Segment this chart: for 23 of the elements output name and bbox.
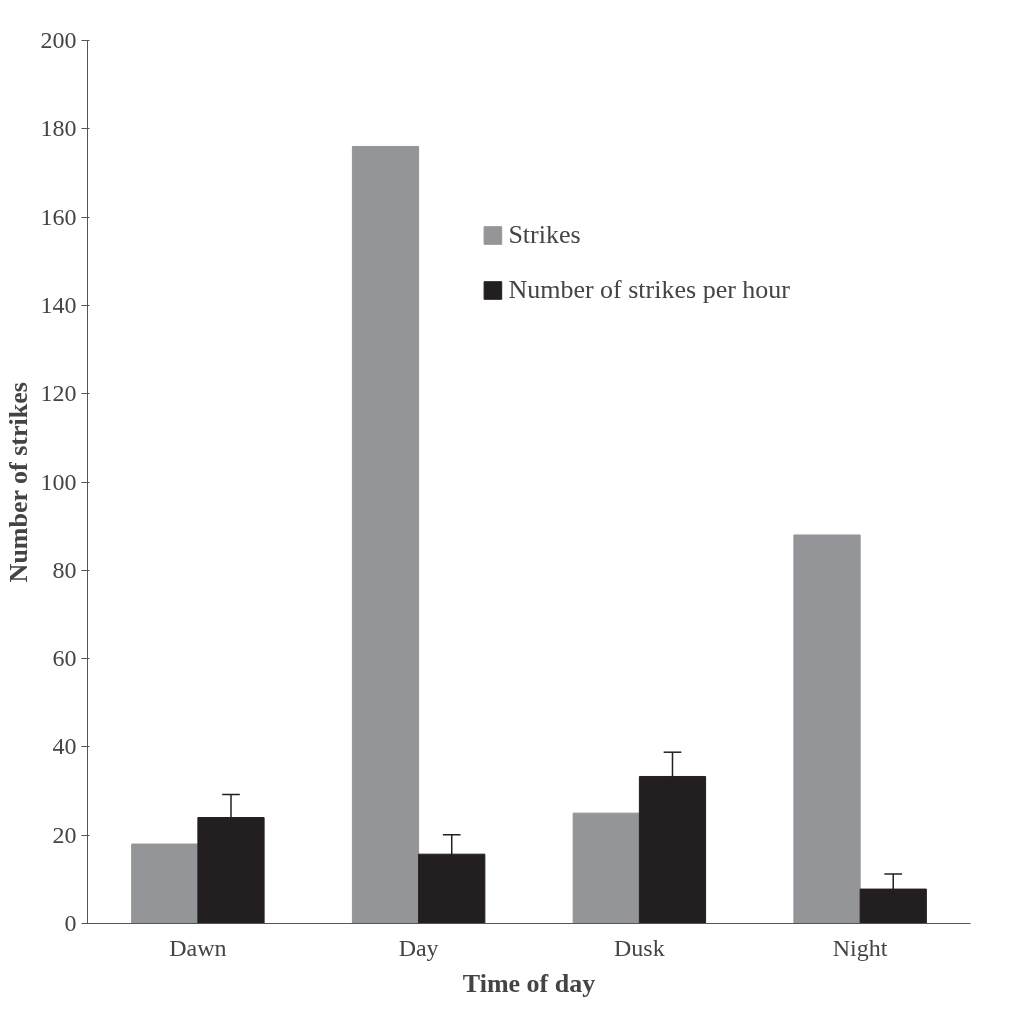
- y-tick-label: 120: [40, 380, 77, 407]
- y-tick-label: 200: [40, 27, 77, 53]
- y-axis-title: Number of strikes: [3, 382, 33, 583]
- y-tick-label: 60: [52, 645, 77, 672]
- x-axis-title: Time of day: [462, 968, 596, 998]
- y-tick-label: 140: [40, 291, 77, 318]
- y-tick-label: 40: [52, 733, 77, 760]
- x-tick-label: Day: [398, 934, 439, 961]
- bar: [351, 145, 420, 924]
- legend-label: Number of strikes per hour: [508, 275, 790, 305]
- x-tick-label: Dawn: [169, 934, 227, 961]
- x-tick-label: Night: [832, 934, 888, 961]
- y-tick-label: 0: [64, 910, 77, 936]
- bar: [572, 812, 640, 924]
- bar: [793, 534, 861, 924]
- legend-label: Strikes: [508, 220, 581, 250]
- y-tick-label: 180: [40, 115, 77, 142]
- y-tick-label: 80: [52, 556, 77, 583]
- y-tick-label: 20: [52, 821, 77, 848]
- y-tick-label: 160: [40, 203, 77, 230]
- y-tick-label: 100: [40, 468, 77, 495]
- x-tick-label: Dusk: [614, 934, 665, 961]
- bar: [131, 843, 199, 924]
